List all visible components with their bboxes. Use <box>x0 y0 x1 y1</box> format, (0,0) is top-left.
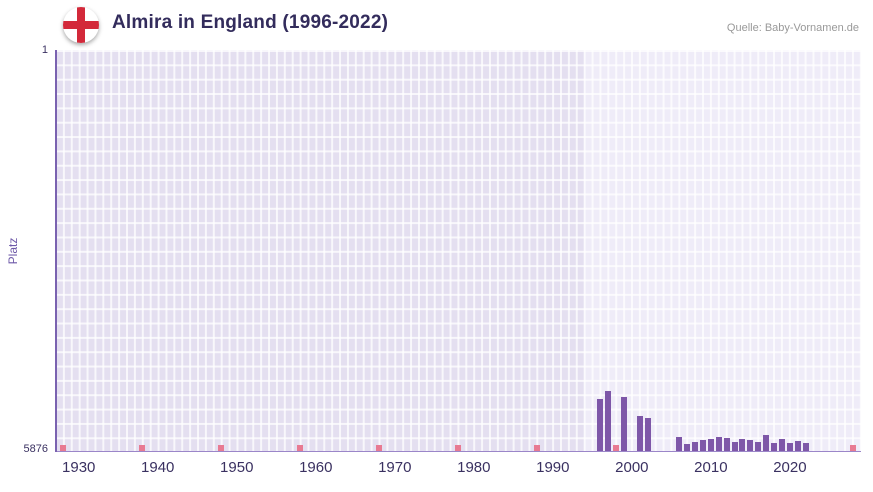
bar-2015[interactable] <box>747 440 754 452</box>
flag-cross-horizontal <box>63 21 99 29</box>
x-tick-1930: 1930 <box>62 459 96 476</box>
bar-2002[interactable] <box>644 418 651 452</box>
page-title: Almira in England (1996-2022) <box>112 12 389 33</box>
x-tick-2010: 2010 <box>694 459 728 476</box>
x-tick-1990: 1990 <box>536 459 570 476</box>
no-data-marker-1988 <box>534 445 541 452</box>
bar-2020[interactable] <box>786 443 793 452</box>
y-axis-title: Platz <box>6 237 20 265</box>
plot-area <box>55 50 861 452</box>
x-tick-1940: 1940 <box>141 459 175 476</box>
bar-2016[interactable] <box>755 442 762 452</box>
bar-2021[interactable] <box>794 440 801 452</box>
x-tick-2000: 2000 <box>615 459 649 476</box>
x-tick-1980: 1980 <box>457 459 491 476</box>
no-data-marker-1998 <box>613 445 620 452</box>
no-data-marker-1948 <box>217 445 224 452</box>
bar-2011[interactable] <box>715 437 722 452</box>
bar-2009[interactable] <box>699 440 706 452</box>
bar-2007[interactable] <box>684 443 691 452</box>
no-data-marker-1938 <box>138 445 145 452</box>
x-tick-1960: 1960 <box>299 459 333 476</box>
bar-2008[interactable] <box>692 442 699 452</box>
x-axis-labels: 1930 1940 1950 1960 1970 1980 1990 2000 2010 2020 <box>55 459 861 481</box>
y-tick-bottom: 5876 <box>23 443 48 455</box>
no-data-marker-1928 <box>59 445 66 452</box>
no-data-marker-2028 <box>850 445 857 452</box>
bar-2014[interactable] <box>739 438 746 452</box>
bar-2018[interactable] <box>771 443 778 452</box>
bar-2017[interactable] <box>763 434 770 452</box>
bar-2012[interactable] <box>723 437 730 452</box>
x-axis-line <box>55 451 861 452</box>
bar-2022[interactable] <box>802 442 809 452</box>
bar-2013[interactable] <box>731 442 738 452</box>
bar-2006[interactable] <box>676 436 683 452</box>
bar-1999[interactable] <box>620 397 627 452</box>
bar-2019[interactable] <box>778 439 785 452</box>
y-axis-line <box>55 50 57 452</box>
x-tick-2020: 2020 <box>773 459 807 476</box>
x-tick-1970: 1970 <box>378 459 412 476</box>
bar-1997[interactable] <box>605 390 612 452</box>
no-data-marker-1978 <box>455 445 461 452</box>
source-credit: Quelle: Baby-Vornamen.de <box>726 22 859 34</box>
no-data-marker-1968 <box>375 445 382 452</box>
bar-1996[interactable] <box>597 399 604 452</box>
bar-2010[interactable] <box>707 438 714 452</box>
no-data-marker-1958 <box>296 445 303 452</box>
bar-2001[interactable] <box>636 416 643 452</box>
grid-lines <box>55 50 861 452</box>
y-tick-top: 1 <box>41 44 48 56</box>
x-tick-1950: 1950 <box>220 459 254 476</box>
england-flag-icon <box>63 7 99 43</box>
